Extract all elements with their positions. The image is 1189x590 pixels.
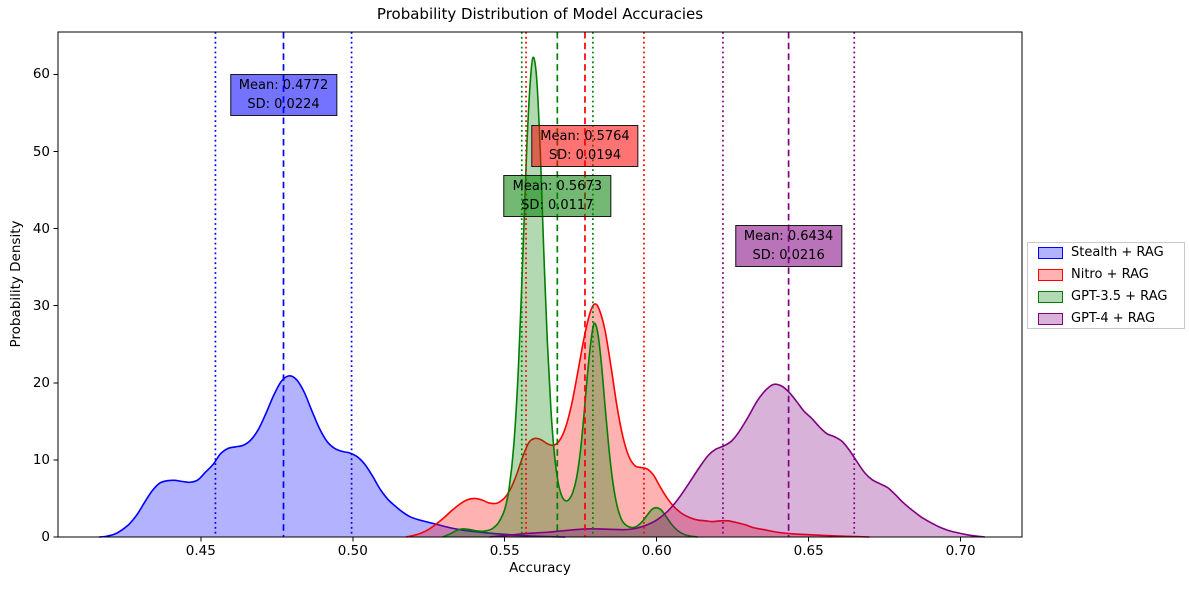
x-tick-label: 0.45 [185, 543, 216, 559]
annotation-mean-text: Mean: 0.6434 [743, 229, 834, 245]
kde-line-gpt-3-5-rag [442, 56, 698, 538]
legend-item-gpt-3-5-rag: GPT-3.5 + RAG [1038, 289, 1184, 304]
kde-line-nitro-rag [405, 303, 870, 538]
x-tick-label: 0.70 [945, 543, 976, 559]
legend-item-stealth-rag: Stealth + RAG [1038, 245, 1184, 260]
annotation-box-gpt-3-5-rag: Mean: 0.5673 SD: 0.0117 [503, 175, 612, 218]
x-tick-label: 0.55 [489, 543, 520, 559]
annotation-sd-text: SD: 0.0194 [548, 148, 622, 164]
kde-fill-gpt-4-rag [489, 384, 985, 537]
legend-label: Stealth + RAG [1071, 245, 1164, 260]
annotation-mean-text: Mean: 0.5673 [512, 179, 603, 195]
annotation-sd-text: SD: 0.0224 [247, 97, 320, 113]
annotation-sd-text: SD: 0.0117 [521, 198, 594, 214]
annotation-mean-text: Mean: 0.5764 [540, 129, 630, 145]
kde-line-stealth-rag [98, 375, 566, 538]
axes-spines [57, 31, 1023, 538]
annotation-mean-text: Mean: 0.4772 [238, 78, 329, 94]
annotation-box-gpt-4-rag: Mean: 0.6434 SD: 0.0216 [734, 225, 843, 268]
chart-title: Probability Distribution of Model Accura… [376, 5, 704, 23]
legend-item-gpt-4-rag: GPT-4 + RAG [1038, 311, 1184, 326]
y-tick-label: 30 [32, 297, 50, 314]
y-tick-label: 0 [41, 529, 50, 545]
legend-label: GPT-4 + RAG [1071, 311, 1156, 326]
x-tick-label: 0.65 [793, 543, 824, 559]
legend-label: Nitro + RAG [1071, 267, 1149, 282]
x-tick-label: 0.50 [337, 543, 368, 559]
kde-line-gpt-4-rag [489, 383, 985, 538]
y-tick-label: 60 [32, 66, 50, 83]
legend-swatch-gpt-4-rag [1038, 312, 1063, 325]
legend: Stealth + RAG Nitro + RAG GPT-3.5 + RAG GPT… [1027, 242, 1185, 329]
x-axis-label: Accuracy [509, 560, 571, 576]
x-tick-label: 0.60 [641, 543, 672, 559]
y-tick-label: 40 [32, 220, 50, 237]
annotation-box-stealth-rag: Mean: 0.4772 SD: 0.0224 [229, 74, 338, 117]
annotation-sd-text: SD: 0.0216 [752, 248, 825, 264]
legend-item-nitro-rag: Nitro + RAG [1038, 267, 1184, 282]
y-tick-label: 20 [32, 374, 50, 391]
legend-swatch-gpt-3-5-rag [1038, 290, 1063, 303]
y-tick-label: 50 [32, 143, 50, 160]
annotation-box-nitro-rag: Mean: 0.5764 SD: 0.0194 [531, 125, 639, 168]
y-tick-label: 10 [32, 451, 50, 468]
kde-fill-stealth-rag [99, 375, 566, 537]
legend-swatch-stealth-rag [1038, 246, 1063, 259]
legend-swatch-nitro-rag [1038, 268, 1063, 281]
legend-label: GPT-3.5 + RAG [1071, 289, 1168, 304]
